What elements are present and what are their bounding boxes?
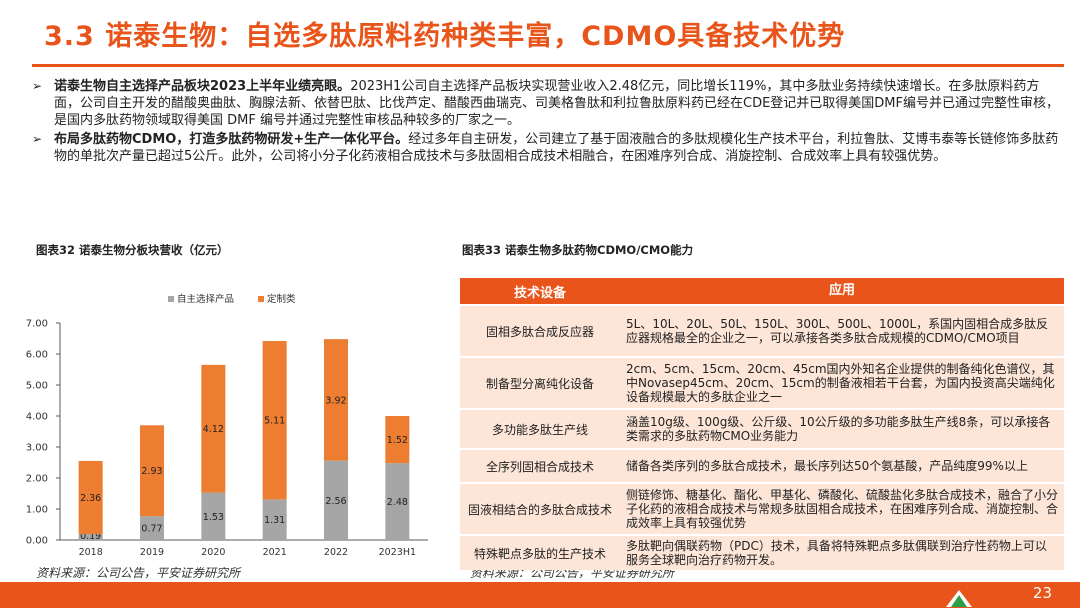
- revenue-stacked-bar-chart: 0.00 1.00 2.00 3.00 4.00 5.00 6.00 7.00 0.19 2.36…: [26, 293, 428, 558]
- table-header-cell: 技术设备: [513, 285, 566, 301]
- table-row: 多功能多肽生产线 涵盖10g级、100g级、公斤级、10公斤级的多功能多肽生产线…: [460, 410, 1064, 448]
- bar-segment: [385, 463, 410, 540]
- table-row: 固相多肽合成反应器 5L、10L、20L、50L、150L、300L、500L、…: [460, 306, 1064, 356]
- y-tick-label: 1.00: [26, 505, 48, 516]
- y-tick-label: 2.00: [26, 474, 48, 485]
- arrow-bullet-icon: ➢: [32, 132, 43, 146]
- page-number: 23: [1032, 584, 1052, 602]
- bar-segment: [201, 492, 226, 540]
- y-tick-label: 0.00: [26, 536, 48, 547]
- equipment-cell: 特殊靶点多肽的生产技术: [473, 546, 606, 561]
- table-row: 固液相结合的多肽合成技术 侧链修饰、糖基化、酯化、甲基化、磷酸化、硫酸盐化多肽合…: [460, 484, 1064, 534]
- bullet-item: ➢ 布局多肽药物CDMO，打造多肽药物研发+生产一体化平台。经过多年自主研发，公…: [30, 131, 1060, 165]
- table-row: 特殊靶点多肽的生产技术 多肽靶向偶联药物（PDC）技术，具备将特殊靶点多肽偶联到…: [460, 536, 1064, 570]
- bullet-text: 2023H1公司自主选择产品板块实现营业收入2.48亿元，同比增长119%，其中…: [54, 79, 1060, 128]
- bullet-item: ➢ 诺泰生物自主选择产品板块2023上半年业绩亮眼。2023H1公司自主选择产品…: [30, 78, 1060, 129]
- bullet-text: 经过多年自主研发，公司建立了基于固液融合的多肽规模化生产技术平台，利拉鲁肽、艾博…: [54, 132, 1059, 164]
- y-tick-label: 7.00: [26, 319, 48, 330]
- y-tick-label: 4.00: [26, 412, 48, 423]
- x-tick-label: 2022: [324, 547, 348, 558]
- application-cell: 储备各类序列的多肽合成技术，最长序列达50个氨基酸，产品纯度99%以上: [626, 459, 1028, 473]
- footer-bar: [0, 582, 1080, 608]
- application-cell: 多肽靶向偶联药物（PDC）技术，具备将特殊靶点多肽偶联到治疗性药物上可以服务全球…: [626, 539, 1047, 567]
- equipment-cell: 制备型分离纯化设备: [485, 376, 594, 391]
- table-header-row: 技术设备 应用: [460, 278, 1064, 304]
- data-label: 1.53: [203, 512, 224, 523]
- legend-label: 自主选择产品: [177, 293, 234, 305]
- bullet-heading: 诺泰生物自主选择产品板块2023上半年业绩亮眼。: [54, 79, 351, 94]
- cdmo-capability-table: 技术设备 应用 固相多肽合成反应器 5L、10L、20L、50L、150L、30…: [460, 278, 1064, 572]
- data-label: 2.56: [325, 496, 346, 507]
- data-label: 4.12: [203, 424, 224, 435]
- arrow-bullet-icon: ➢: [32, 79, 43, 93]
- data-label: 2.36: [80, 493, 101, 504]
- figure-32-source: 资料来源：公司公告，平安证券研究所: [36, 566, 241, 580]
- data-label: 1.52: [387, 435, 408, 446]
- summary-bullets: ➢ 诺泰生物自主选择产品板块2023上半年业绩亮眼。2023H1公司自主选择产品…: [30, 78, 1060, 167]
- legend-swatch: [168, 296, 174, 302]
- legend-swatch: [258, 296, 264, 302]
- x-tick-label: 2021: [263, 547, 287, 558]
- x-tick-label: 2023H1: [379, 547, 416, 558]
- table-header-cell: 应用: [828, 283, 855, 298]
- data-label: 0.19: [80, 531, 101, 542]
- table-row: 全序列固相合成技术 储备各类序列的多肽合成技术，最长序列达50个氨基酸，产品纯度…: [460, 450, 1064, 482]
- equipment-cell: 多功能多肽生产线: [491, 422, 588, 437]
- title-divider: [32, 64, 1064, 67]
- bar-segment: [262, 340, 287, 500]
- application-cell: 2cm、5cm、15cm、20cm、45cm国内外知名企业提供的制备纯化色谱仪，…: [626, 362, 1055, 404]
- data-label: 5.11: [264, 416, 285, 427]
- bar-segment: [385, 416, 410, 464]
- x-tick-label: 2018: [79, 547, 103, 558]
- equipment-cell: 全序列固相合成技术: [485, 459, 594, 474]
- bar-segment: [140, 425, 164, 517]
- bar-segment: [324, 339, 348, 461]
- equipment-cell: 固相多肽合成反应器: [485, 324, 594, 339]
- y-tick-label: 3.00: [26, 443, 48, 454]
- bar-segment: [201, 364, 226, 493]
- data-label: 2.48: [387, 497, 408, 508]
- bar-segment: [324, 460, 348, 540]
- page-title: 3.3 诺泰生物：自选多肽原料药种类丰富，CDMO具备技术优势: [44, 21, 846, 52]
- application-cell: 5L、10L、20L、50L、150L、300L、500L、1000L，系国内固…: [626, 317, 1049, 345]
- data-label: 2.93: [141, 466, 162, 477]
- bullet-heading: 布局多肽药物CDMO，打造多肽药物研发+生产一体化平台。: [54, 132, 409, 147]
- bar-segment: [78, 460, 103, 535]
- table-row: 制备型分离纯化设备 2cm、5cm、15cm、20cm、45cm国内外知名企业提…: [460, 358, 1064, 408]
- legend-label: 定制类: [267, 293, 296, 305]
- figure-33-title: 图表33 诺泰生物多肽药物CDMO/CMO能力: [462, 243, 694, 257]
- data-label: 0.77: [141, 524, 162, 535]
- y-tick-label: 5.00: [26, 381, 48, 392]
- x-tick-label: 2019: [140, 547, 164, 558]
- figure-32-title: 图表32 诺泰生物分板块营收（亿元）: [36, 243, 229, 257]
- bar-segment: [78, 534, 103, 540]
- bar-segment: [262, 499, 287, 540]
- data-label: 1.31: [264, 515, 285, 526]
- y-tick-label: 6.00: [26, 350, 48, 361]
- data-label: 3.92: [325, 395, 346, 406]
- application-cell: 涵盖10g级、100g级、公斤级、10公斤级的多功能多肽生产线8条，可以承接各类…: [626, 415, 1051, 443]
- application-cell: 侧链修饰、糖基化、酯化、甲基化、磷酸化、硫酸盐化多肽合成技术，融合了小分子化药的…: [626, 488, 1059, 530]
- company-logo-icon: [946, 590, 972, 607]
- x-tick-label: 2020: [201, 547, 225, 558]
- equipment-cell: 固液相结合的多肽合成技术: [467, 502, 612, 517]
- bar-segment: [140, 516, 164, 540]
